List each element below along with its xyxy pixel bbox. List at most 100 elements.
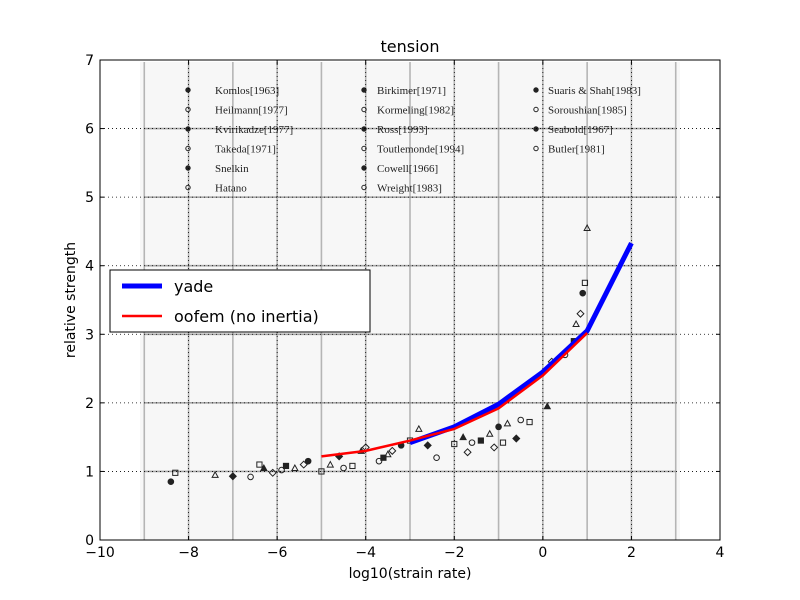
legend: yade oofem (no inertia) bbox=[109, 269, 371, 333]
background-point bbox=[572, 319, 580, 327]
background-legend-text: Kormeling[1982] bbox=[377, 105, 454, 117]
background-point bbox=[499, 439, 507, 446]
background-point bbox=[415, 424, 423, 432]
background-point bbox=[282, 462, 290, 470]
background-point bbox=[340, 464, 347, 472]
series-layer bbox=[321, 241, 634, 458]
background-legend-text: Suaris & Shah[1983] bbox=[548, 85, 641, 97]
background-legend-marker bbox=[533, 126, 539, 132]
background-point bbox=[583, 223, 591, 231]
background-legend-text: Kvirikadze[1977] bbox=[215, 124, 293, 136]
grid bbox=[100, 60, 720, 540]
background-point bbox=[228, 472, 237, 481]
legend-label: yade bbox=[174, 277, 213, 296]
background-point bbox=[543, 402, 552, 410]
background-legend-text: Butler[1981] bbox=[548, 144, 605, 156]
background-legend-marker bbox=[185, 145, 191, 152]
series-line-oofem bbox=[321, 332, 589, 458]
background-point bbox=[247, 473, 254, 481]
x-tick-label: −4 bbox=[355, 545, 376, 561]
background-point bbox=[433, 454, 440, 462]
x-tick-label: 0 bbox=[538, 545, 547, 561]
legend-box bbox=[109, 269, 371, 333]
background-point bbox=[477, 437, 484, 444]
background-point bbox=[526, 418, 533, 426]
background-point bbox=[375, 457, 383, 465]
x-axis-label: log10(strain rate) bbox=[349, 566, 472, 582]
axes: −10 −8 −6 −4 −2 0 2 4 0 1 2 3 4 5 6 7 bbox=[85, 53, 724, 561]
background-legend-marker bbox=[185, 106, 191, 113]
background-legend-marker bbox=[361, 126, 367, 132]
background-point bbox=[304, 457, 312, 465]
chart-title: tension bbox=[381, 37, 440, 56]
background-legend-text: Ross[1993] bbox=[377, 124, 428, 136]
y-tick-label: 6 bbox=[85, 122, 94, 138]
background-legend-text: Birkimer[1971] bbox=[377, 85, 446, 97]
background-point bbox=[517, 416, 525, 424]
background-legend-marker bbox=[361, 184, 367, 191]
y-tick-label: 0 bbox=[85, 533, 94, 549]
background-legend-marker bbox=[533, 106, 539, 113]
background-point bbox=[581, 279, 589, 286]
background-legend-text: Hatano bbox=[215, 183, 247, 195]
background-point bbox=[495, 423, 502, 431]
background-legend-text: Heilmann[1977] bbox=[215, 105, 288, 117]
background-point bbox=[423, 441, 432, 450]
background-legend-marker bbox=[533, 145, 539, 152]
background-legend-marker bbox=[361, 106, 367, 113]
background-legend-text: Takeda[1971] bbox=[215, 144, 276, 156]
background-legend-text: Komlos[1963] bbox=[215, 85, 279, 97]
x-tick-label: 2 bbox=[627, 545, 636, 561]
series-line-yade bbox=[409, 241, 634, 445]
background-point bbox=[384, 450, 392, 458]
background-point bbox=[579, 289, 587, 297]
background-point bbox=[380, 454, 387, 461]
background-point bbox=[576, 309, 585, 318]
background-point bbox=[463, 448, 472, 457]
background-point bbox=[451, 440, 458, 448]
background-legend-marker bbox=[185, 126, 191, 132]
background-legend-marker bbox=[185, 165, 191, 171]
background-point bbox=[490, 443, 499, 452]
background-point bbox=[268, 468, 277, 477]
x-tick-label: −6 bbox=[267, 545, 288, 561]
background-legend-text: Seabold[1967] bbox=[548, 124, 613, 136]
background-point bbox=[291, 463, 299, 471]
x-tick-label: −10 bbox=[85, 545, 115, 561]
background-point bbox=[388, 446, 397, 455]
background-legend-marker bbox=[361, 165, 367, 171]
y-tick-label: 5 bbox=[85, 190, 94, 206]
background-point bbox=[512, 434, 521, 443]
y-axis-label: relative strength bbox=[63, 242, 79, 358]
background-point bbox=[260, 463, 268, 471]
background-point bbox=[167, 478, 175, 486]
y-tick-label: 2 bbox=[85, 396, 94, 412]
background-point bbox=[485, 429, 494, 437]
background-legend-text: Wreight[1983] bbox=[377, 183, 442, 195]
x-tick-label: −2 bbox=[444, 545, 465, 561]
y-tick-label: 1 bbox=[85, 464, 94, 480]
y-tick-label: 4 bbox=[85, 259, 94, 275]
background-point bbox=[278, 466, 285, 474]
background-point bbox=[326, 460, 335, 468]
y-tick-label: 3 bbox=[85, 327, 94, 343]
background-point bbox=[211, 470, 219, 478]
background-legend-marker bbox=[533, 87, 539, 93]
background-point bbox=[468, 439, 476, 446]
background-point bbox=[459, 433, 467, 441]
background-legend-marker bbox=[361, 145, 367, 152]
background-legend-text: Soroushian[1985] bbox=[548, 105, 627, 117]
background-legend-text: Snelkin bbox=[215, 163, 249, 175]
x-tick-label: 4 bbox=[716, 545, 725, 561]
plot-frame bbox=[99, 59, 721, 541]
background-point bbox=[172, 469, 179, 476]
x-tick-label: −8 bbox=[178, 545, 199, 561]
background-legend-text: Cowell[1966] bbox=[377, 163, 438, 175]
background-legend-marker bbox=[185, 87, 191, 93]
y-tick-label: 7 bbox=[85, 53, 94, 69]
background-legend-marker bbox=[361, 87, 367, 93]
background-point bbox=[256, 461, 263, 468]
background-legend-text: Toutlemonde[1994] bbox=[377, 144, 464, 156]
background-point bbox=[503, 419, 512, 427]
background-legend-marker bbox=[185, 184, 191, 191]
